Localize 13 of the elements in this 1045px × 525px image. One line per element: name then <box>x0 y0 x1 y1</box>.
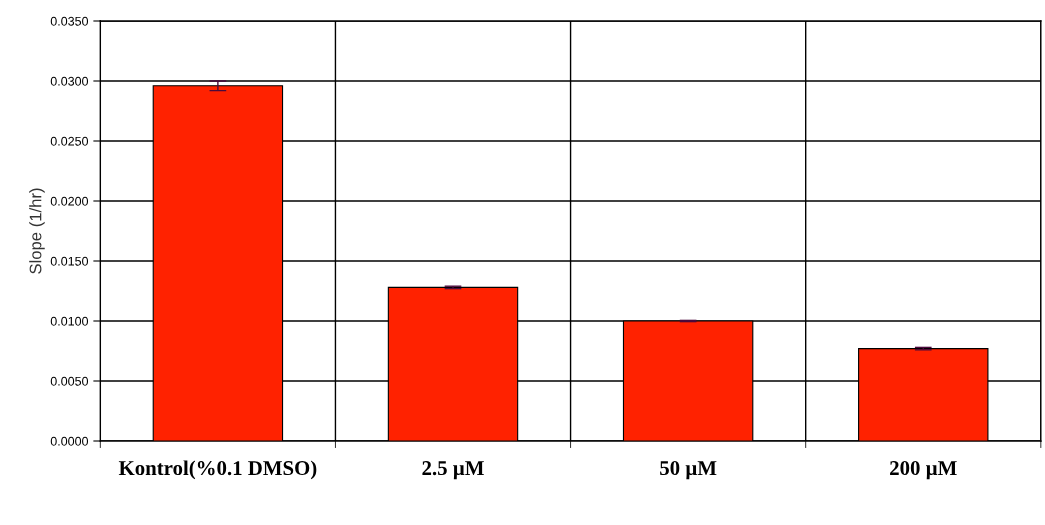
y-tick-label: 0.0150 <box>50 256 89 266</box>
x-tick-label: 2.5 µM <box>422 461 484 480</box>
x-tick-label: 50 µM <box>660 461 717 480</box>
y-tick-label: 0.0050 <box>50 376 89 386</box>
y-tick-label: 0.0300 <box>50 76 89 86</box>
y-tick-label: 0.0100 <box>50 316 89 326</box>
x-tick-label: Kontrol(%0.1 DMSO) <box>118 460 317 480</box>
y-tick-label: 0.0250 <box>50 136 89 146</box>
y-axis-title: Slope (1/hr) <box>29 188 45 274</box>
y-tick-label: 0.0000 <box>50 436 89 446</box>
x-tick-label: 200 µM <box>890 461 957 480</box>
y-tick-label: 0.0350 <box>50 16 89 26</box>
y-tick-label: 0.0200 <box>50 196 89 206</box>
